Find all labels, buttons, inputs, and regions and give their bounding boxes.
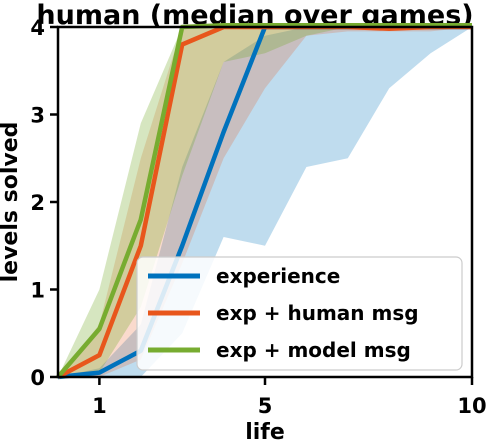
legend: experience exp + human msg exp + model msg [136, 256, 463, 371]
y-tick-label: 3 [30, 104, 45, 128]
x-axis-label: life [245, 420, 285, 444]
legend-label-1: experience [216, 264, 340, 288]
x-tick-label: 1 [92, 394, 107, 418]
x-tick-label: 5 [258, 394, 273, 418]
line-series-3 [56, 23, 472, 379]
x-tick-label: 10 [457, 394, 486, 418]
y-tick-label: 1 [30, 279, 45, 303]
y-axis-ticks: 0 1 2 3 4 [30, 16, 58, 390]
y-axis-label: levels solved [0, 122, 23, 283]
y-tick-label: 2 [30, 191, 45, 215]
x-axis-ticks: 1 5 10 [92, 377, 487, 418]
y-tick-label: 0 [30, 366, 45, 390]
legend-label-2: exp + human msg [216, 301, 419, 325]
legend-box [136, 256, 463, 371]
y-tick-label: 4 [30, 16, 45, 40]
legend-label-3: exp + model msg [216, 338, 411, 362]
